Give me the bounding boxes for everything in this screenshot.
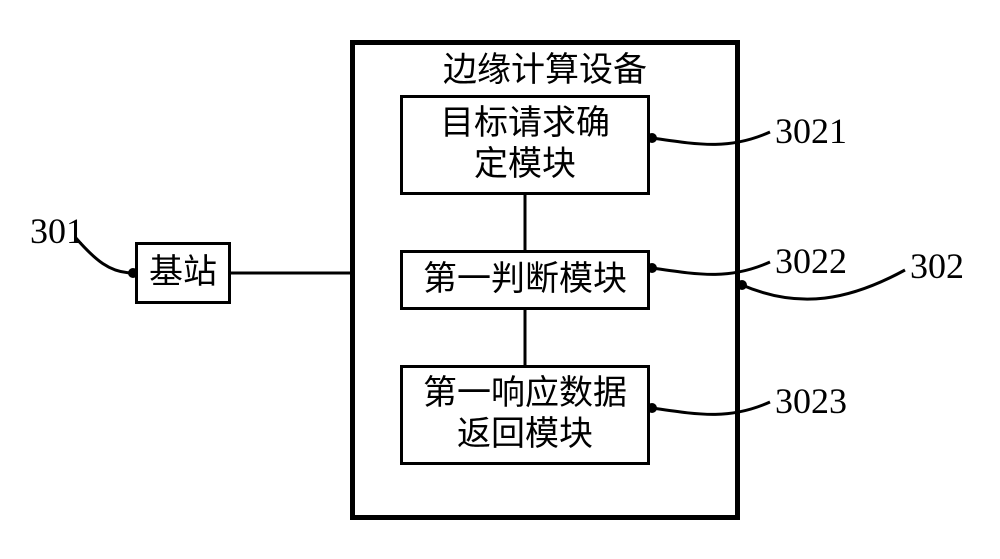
ref-label-301: 301 — [30, 210, 84, 252]
ref-label-302: 302 — [910, 245, 964, 287]
ref-label-3021: 3021 — [775, 110, 847, 152]
first-judgment-module-label: 第一判断模块 — [423, 260, 627, 301]
base-station-box: 基站 — [135, 242, 231, 304]
base-station-label: 基站 — [149, 253, 217, 294]
ref-label-3023: 3023 — [775, 380, 847, 422]
first-response-data-return-module-label: 第一响应数据 返回模块 — [423, 374, 627, 456]
ref-label-3022: 3022 — [775, 240, 847, 282]
first-judgment-module-box: 第一判断模块 — [400, 250, 650, 310]
target-request-determine-module-box: 目标请求确 定模块 — [400, 95, 650, 195]
target-request-determine-module-label: 目标请求确 定模块 — [440, 104, 610, 186]
first-response-data-return-module-box: 第一响应数据 返回模块 — [400, 365, 650, 465]
diagram-canvas: 边缘计算设备 基站 目标请求确 定模块 第一判断模块 第一响应数据 返回模块 3… — [0, 0, 1000, 559]
edge-computing-device-title: 边缘计算设备 — [443, 51, 647, 92]
